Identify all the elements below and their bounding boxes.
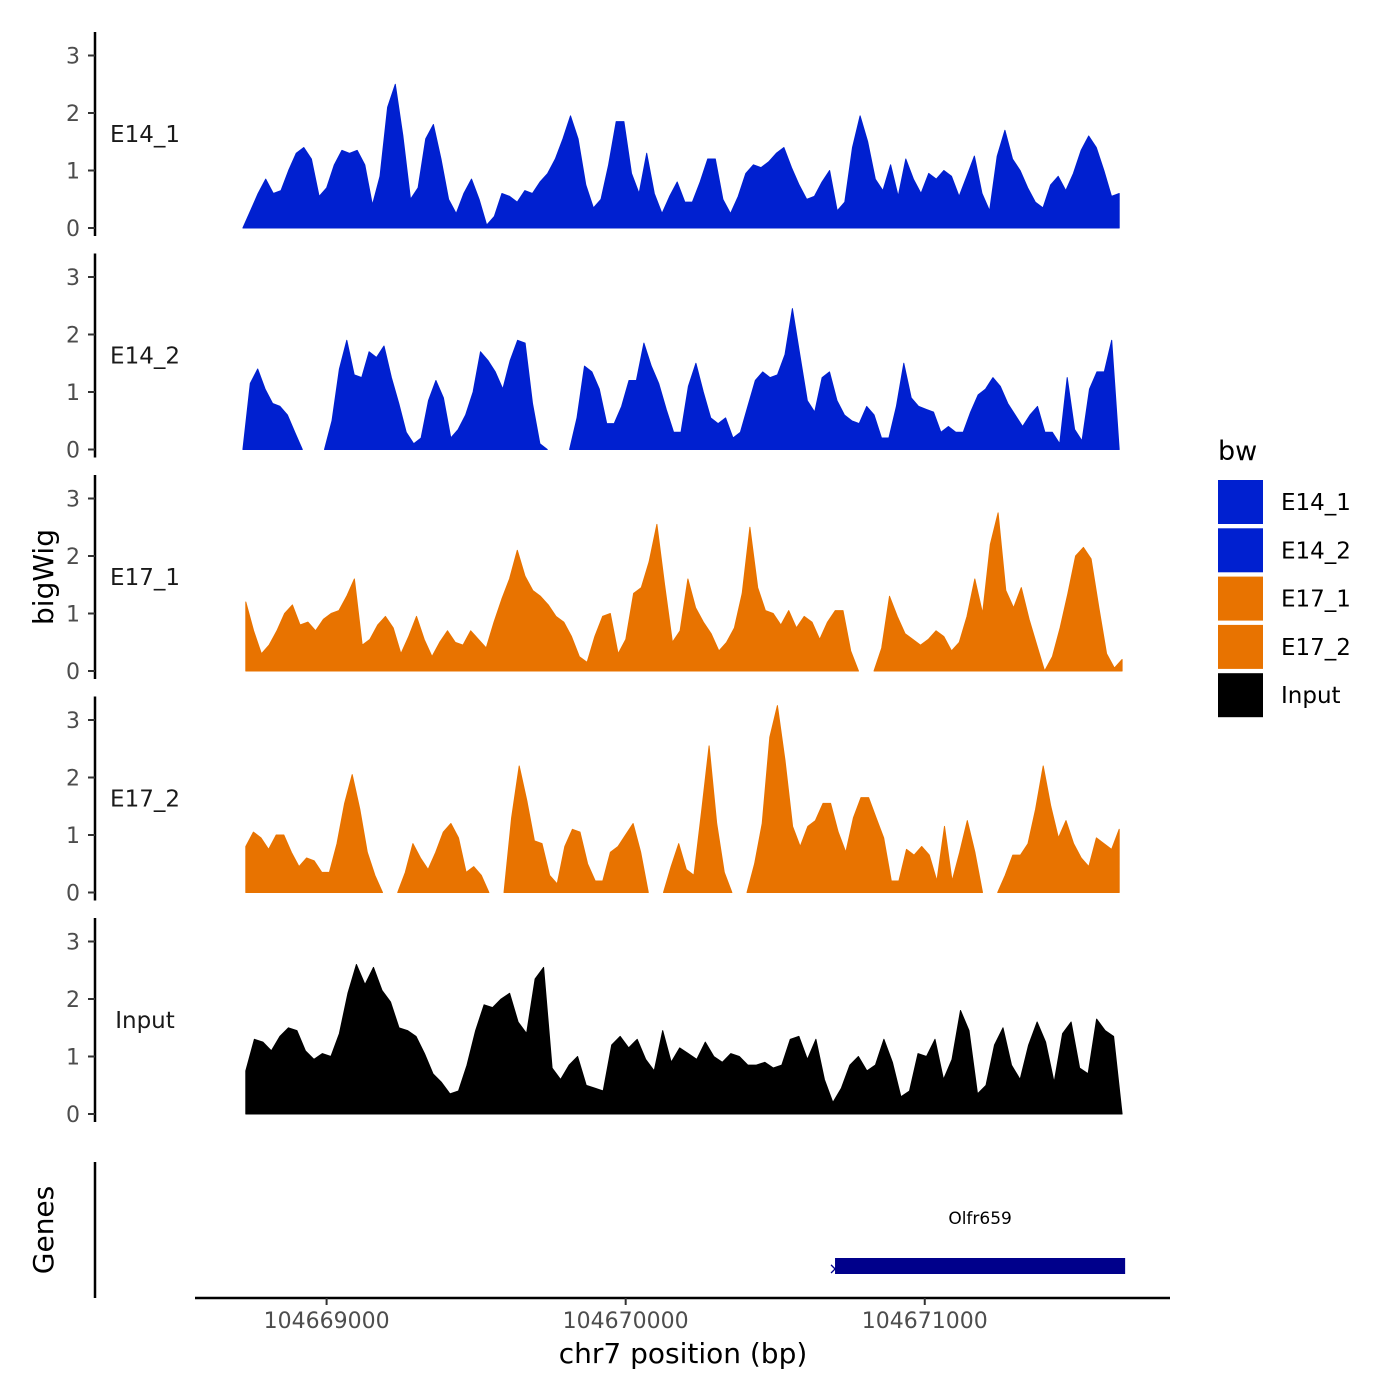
track-panels: 0 1 2 3 E14_1 0 1 2 3 E14_2 0 1 2 3 E17_1 0 1 2 3 E17_2 0 1 2 3…	[66, 32, 1123, 1128]
y-tick-label: 0	[66, 1103, 80, 1128]
y-tick-label: 1	[66, 381, 80, 406]
signal-area-E17_1-segment-1	[873, 512, 1123, 672]
gene-body-Olfr659	[835, 1258, 1126, 1274]
y-tick-label: 1	[66, 1046, 80, 1071]
track-label-E17_1: E17_1	[110, 565, 180, 591]
genes-panel: Genes Olfr659 ×	[27, 1162, 1126, 1298]
track-panel-E14_1: 0 1 2 3 E14_1	[66, 32, 1120, 242]
signal-area-Input-segment-0	[245, 964, 1123, 1115]
genes-axis-label: Genes	[27, 1186, 60, 1274]
track-panel-Input: 0 1 2 3 Input	[66, 918, 1123, 1128]
x-axis-title: chr7 position (bp)	[559, 1337, 808, 1370]
legend-label-E14_2: E14_2	[1281, 538, 1351, 564]
y-tick-label: 2	[66, 102, 80, 127]
legend-key-Input	[1218, 673, 1263, 718]
track-label-E17_2: E17_2	[110, 787, 180, 813]
y-tick-label: 1	[66, 160, 80, 185]
y-tick-label: 3	[66, 266, 80, 291]
y-tick-label: 0	[66, 439, 80, 464]
track-label-Input: Input	[115, 1008, 175, 1034]
legend-key-E14_1	[1218, 480, 1263, 524]
legend-label-E14_1: E14_1	[1281, 490, 1351, 516]
y-tick-label: 0	[66, 882, 80, 907]
y-tick-label: 2	[66, 988, 80, 1013]
y-tick-label: 2	[66, 545, 80, 570]
y-axis-title: bigWig	[27, 529, 60, 625]
gene-strand-marker-icon: ×	[828, 1259, 841, 1278]
x-tick-label: 104671000	[862, 1309, 988, 1334]
y-tick-label: 1	[66, 824, 80, 849]
y-tick-label: 3	[66, 931, 80, 956]
legend-title: bw	[1218, 436, 1257, 467]
legend-key-E17_1	[1218, 576, 1263, 621]
signal-area-E17_2-segment-1	[397, 823, 490, 893]
signal-area-E17_2-segment-4	[746, 705, 983, 893]
y-tick-label: 3	[66, 45, 80, 70]
legend-key-E17_2	[1218, 624, 1263, 669]
x-tick-label: 104669000	[264, 1309, 390, 1334]
signal-area-E17_1-segment-0	[245, 523, 859, 672]
y-tick-label: 3	[66, 488, 80, 513]
track-label-E14_2: E14_2	[110, 344, 180, 370]
x-tick-label: 104670000	[563, 1309, 689, 1334]
legend-label-E17_1: E17_1	[1281, 587, 1351, 613]
y-tick-label: 0	[66, 217, 80, 242]
track-label-E14_1: E14_1	[110, 122, 180, 148]
signal-area-E17_2-segment-5	[997, 765, 1120, 893]
signal-area-E17_2-segment-3	[663, 745, 733, 893]
y-tick-label: 2	[66, 324, 80, 349]
legend-label-E17_2: E17_2	[1281, 635, 1351, 661]
signal-area-E14_2-segment-0	[242, 368, 303, 450]
gene-label-Olfr659: Olfr659	[948, 1209, 1012, 1229]
y-tick-label: 3	[66, 709, 80, 734]
signal-area-E14_2-segment-1	[324, 339, 548, 450]
track-panel-E17_2: 0 1 2 3 E17_2	[66, 696, 1120, 907]
track-panel-E14_2: 0 1 2 3 E14_2	[66, 253, 1120, 464]
y-tick-label: 1	[66, 603, 80, 628]
y-tick-label: 0	[66, 660, 80, 685]
legend-key-E14_2	[1218, 528, 1263, 573]
signal-area-E17_2-segment-2	[503, 765, 649, 893]
signal-area-E17_2-segment-0	[245, 774, 383, 893]
signal-area-E14_1-segment-0	[242, 83, 1120, 229]
track-panel-E17_1: 0 1 2 3 E17_1	[66, 475, 1123, 685]
y-tick-label: 2	[66, 767, 80, 792]
legend: bw E14_1 E14_2 E17_1 E17_2 Input	[1218, 436, 1351, 718]
legend-label-Input: Input	[1281, 683, 1341, 709]
signal-area-E14_2-segment-2	[569, 308, 1120, 450]
x-axis: 104669000 104670000 104671000	[195, 1296, 1170, 1334]
